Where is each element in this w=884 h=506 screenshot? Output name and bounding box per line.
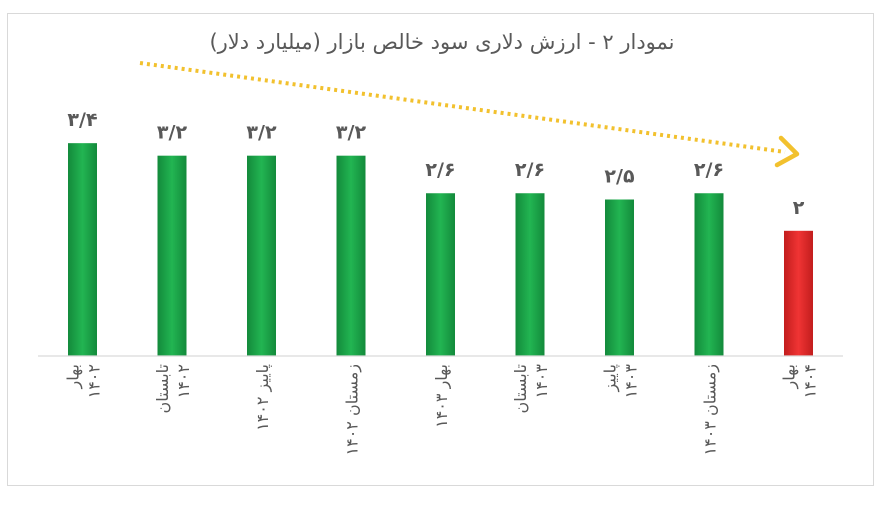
bar-2 [157, 155, 187, 356]
category-label-line: ۱۴۰۳ [622, 364, 641, 399]
category-label-2: تابستان ۱۴۰۲ [153, 364, 193, 414]
value-label-9: ۲ [793, 197, 805, 219]
category-label-9: بهار ۱۴۰۴ [780, 364, 820, 398]
bar-8 [694, 193, 724, 356]
category-label-3: پاییز ۱۴۰۲ [253, 364, 273, 431]
bar-4 [336, 155, 366, 356]
category-label-line: ۱۴۰۴ [801, 364, 820, 398]
category-label-line: پاییز [601, 364, 621, 392]
value-label-1: ۳/۴ [67, 109, 97, 131]
category-label-line: بهار [64, 364, 84, 389]
value-label-2: ۳/۲ [157, 122, 188, 144]
trend-line [139, 61, 786, 154]
category-label-line: ۱۴۰۳ [532, 364, 551, 399]
category-label-line: زمستان ۱۴۰۲ [343, 364, 363, 455]
category-label-line: زمستان ۱۴۰۳ [701, 364, 721, 455]
bar-6 [515, 193, 545, 356]
category-label-6: تابستان ۱۴۰۳ [511, 364, 551, 414]
category-label-1: بهار ۱۴۰۲ [64, 364, 104, 398]
bar-7 [605, 199, 634, 356]
value-label-5: ۲/۶ [425, 159, 455, 181]
category-label-line: پاییز ۱۴۰۲ [253, 364, 273, 431]
value-label-8: ۲/۶ [694, 159, 724, 181]
category-label-5: بهار ۱۴۰۳ [432, 364, 452, 428]
category-label-7: پاییز ۱۴۰۳ [601, 364, 641, 399]
bar-5 [426, 193, 455, 356]
category-label-4: زمستان ۱۴۰۲ [343, 364, 363, 455]
bar-3 [247, 155, 276, 356]
category-label-line: ۱۴۰۲ [85, 364, 104, 398]
chart-title: نمودار ۲ - ارزش دلاری سود خالص بازار (می… [209, 30, 675, 54]
trend-arrowhead [774, 135, 800, 168]
category-label-line: ۱۴۰۲ [174, 364, 193, 398]
value-label-3: ۳/۲ [246, 122, 277, 144]
category-label-line: تابستان [511, 364, 530, 414]
bar-1 [68, 143, 97, 356]
category-label-line: بهار ۱۴۰۳ [432, 364, 452, 428]
value-label-7: ۲/۵ [604, 166, 635, 188]
bar-9 [784, 230, 813, 356]
value-label-6: ۲/۶ [515, 159, 545, 181]
category-label-8: زمستان ۱۴۰۳ [701, 364, 721, 455]
value-label-4: ۳/۲ [336, 122, 367, 144]
category-label-line: بهار [780, 364, 800, 389]
category-label-line: تابستان [153, 364, 172, 414]
